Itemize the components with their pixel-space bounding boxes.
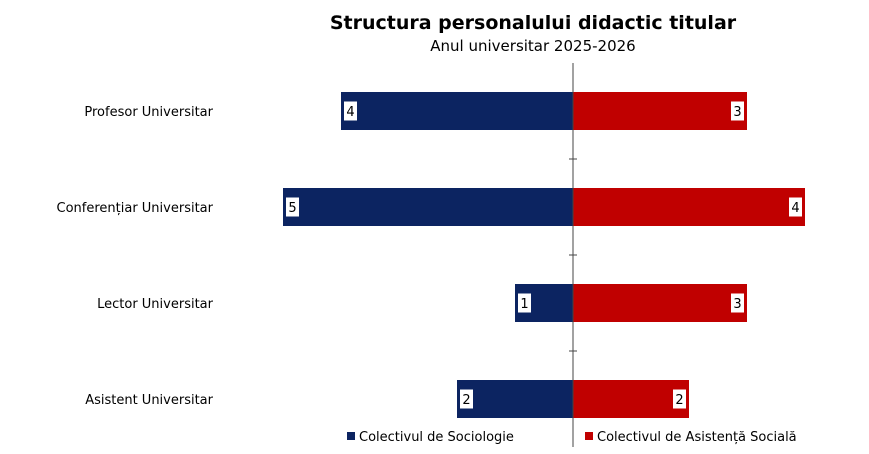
data-label: 3 bbox=[733, 105, 741, 120]
category-label: Conferențiar Universitar bbox=[57, 201, 214, 216]
data-label-box bbox=[344, 101, 357, 121]
category-label: Asistent Universitar bbox=[85, 393, 213, 408]
bar-asistenta-sociala bbox=[573, 92, 747, 130]
bar-sociologie bbox=[341, 92, 573, 130]
data-label-box bbox=[518, 293, 531, 313]
data-label-box bbox=[789, 197, 802, 217]
data-label-box bbox=[673, 389, 686, 409]
data-label: 4 bbox=[346, 105, 354, 120]
category-label: Lector Universitar bbox=[97, 297, 214, 312]
data-label: 5 bbox=[288, 201, 296, 216]
data-label-box bbox=[460, 389, 473, 409]
data-label-box bbox=[731, 101, 744, 121]
bar-asistenta-sociala bbox=[573, 188, 805, 226]
chart-title: Structura personalului didactic titular bbox=[329, 12, 737, 34]
legend-label: Colectivul de Sociologie bbox=[359, 430, 514, 445]
legend-label: Colectivul de Asistență Socială bbox=[597, 430, 797, 445]
data-label: 2 bbox=[462, 393, 470, 408]
legend-swatch bbox=[585, 432, 593, 440]
data-label: 1 bbox=[520, 297, 528, 312]
data-label: 4 bbox=[791, 201, 799, 216]
legend-swatch bbox=[347, 432, 355, 440]
bar-asistenta-sociala bbox=[573, 284, 747, 322]
category-label: Profesor Universitar bbox=[84, 105, 213, 120]
data-label-box bbox=[286, 197, 299, 217]
chart-subtitle: Anul universitar 2025-2026 bbox=[430, 37, 636, 55]
bar-sociologie bbox=[457, 380, 573, 418]
bar-sociologie bbox=[283, 188, 573, 226]
bar-asistenta-sociala bbox=[573, 380, 689, 418]
data-label-box bbox=[731, 293, 744, 313]
data-label: 3 bbox=[733, 297, 741, 312]
data-label: 2 bbox=[675, 393, 683, 408]
